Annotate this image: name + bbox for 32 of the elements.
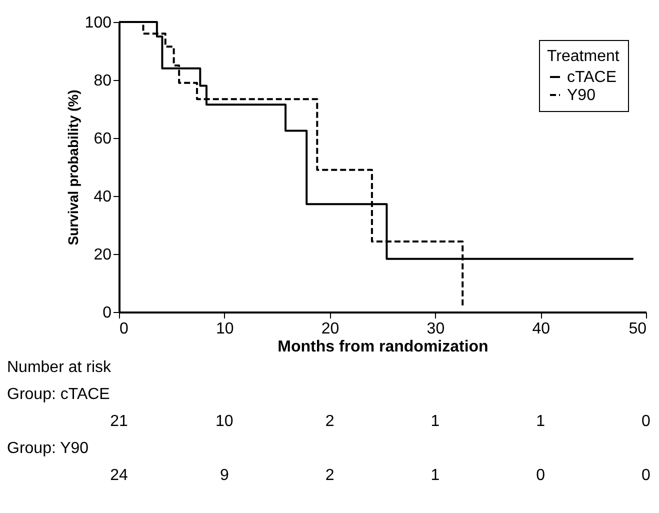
x-tick-label: 10 [216, 320, 234, 338]
text: 10 [216, 413, 234, 430]
y-tick-label: 40 [94, 188, 112, 206]
x-tick-label: 20 [321, 320, 340, 338]
x-axis-title: Months from randomization [278, 338, 488, 356]
y-axis-title: Survival probability (%) [64, 90, 81, 246]
legend-title: Treatment [547, 48, 620, 65]
x-tick-label: 40 [532, 320, 550, 338]
y-tick-label: 60 [94, 130, 112, 148]
text: 21 [110, 413, 128, 430]
text: 1 [536, 413, 546, 430]
text: 1 [430, 467, 440, 484]
y-tick-label: 0 [102, 304, 112, 322]
y-tick-label: 100 [84, 14, 112, 32]
text: 2 [325, 413, 334, 430]
text: 0 [642, 413, 651, 430]
text: Group: Y90 [7, 440, 89, 457]
text: 1 [430, 413, 440, 430]
text: Group: cTACE [7, 386, 110, 403]
text: 9 [220, 467, 229, 484]
y-tick-label: 20 [94, 246, 112, 264]
x-tick-label: 50 [628, 320, 647, 338]
text: Number at risk [7, 359, 112, 376]
x-tick-label: 30 [426, 320, 445, 338]
x-tick-label: 0 [120, 320, 128, 338]
y-tick-label: 80 [94, 72, 112, 90]
text: 24 [110, 467, 128, 484]
text: 0 [536, 467, 546, 484]
text: 0 [642, 467, 651, 484]
legend-label: Y90 [567, 87, 596, 104]
text: 2 [325, 467, 334, 484]
legend-label: cTACE [567, 69, 616, 86]
